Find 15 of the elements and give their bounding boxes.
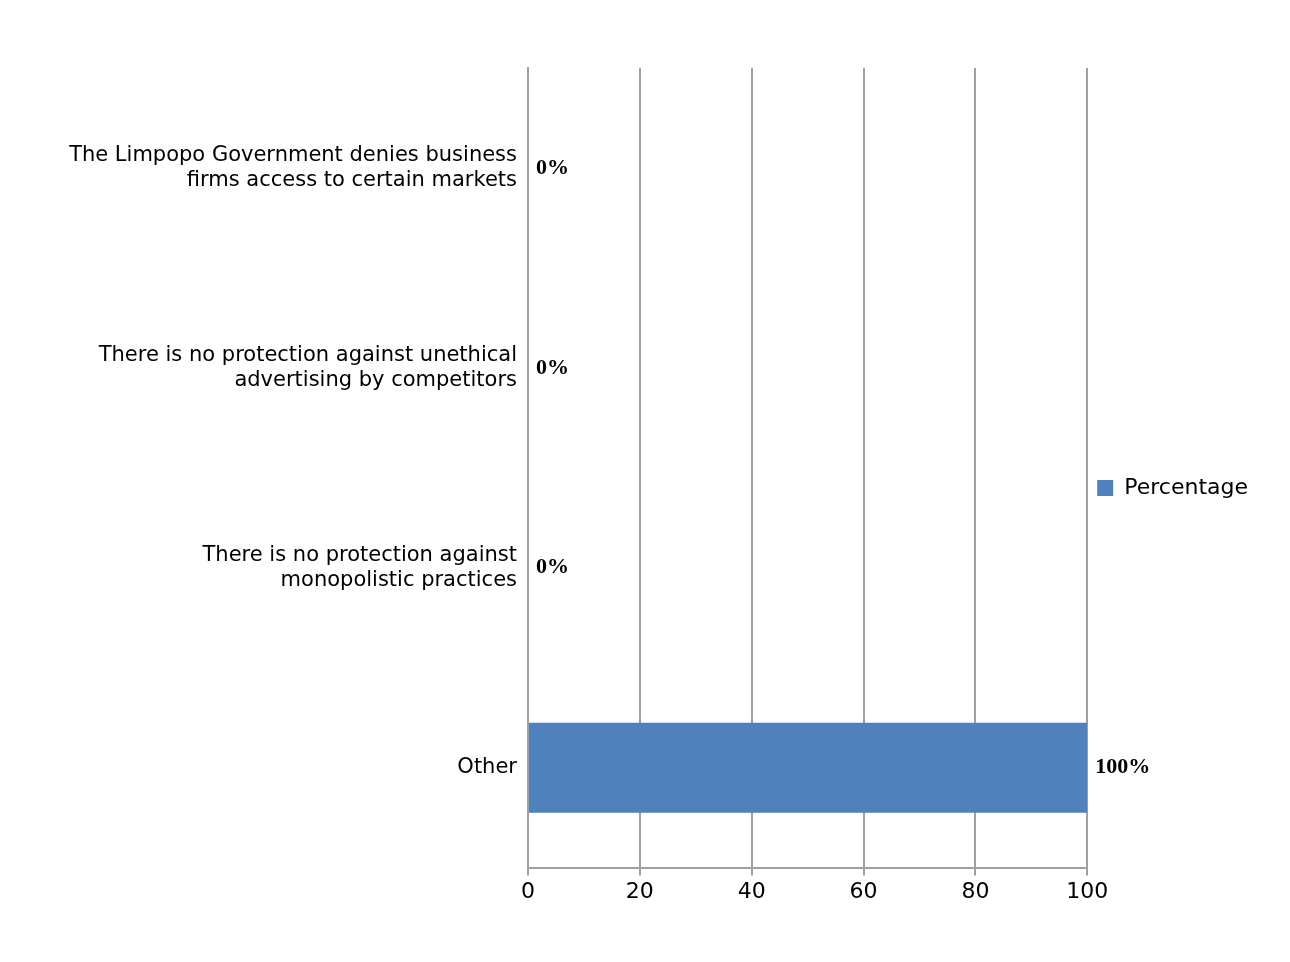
- x-tick-label: 40: [737, 877, 766, 903]
- x-tick-label: 80: [961, 877, 990, 903]
- y-tick-label: There is no protection against monopolistic practices: [201, 541, 517, 591]
- x-tick-label: 100: [1066, 877, 1109, 903]
- x-tick-label: 60: [849, 877, 878, 903]
- x-tick-label: 20: [625, 877, 654, 903]
- y-tick-label: Other: [457, 754, 518, 779]
- data-label: 0%: [536, 153, 569, 179]
- y-tick-label: The Limpopo Government denies business firms access to certain markets: [68, 141, 517, 191]
- legend-label: Percentage: [1124, 473, 1248, 499]
- data-label: 0%: [536, 553, 569, 579]
- data-label: 0%: [536, 353, 569, 379]
- data-label: 100%: [1095, 753, 1151, 779]
- y-tick-label: There is no protection against unethical advertising by competitors: [97, 341, 517, 391]
- x-tick-label: 0: [521, 877, 535, 903]
